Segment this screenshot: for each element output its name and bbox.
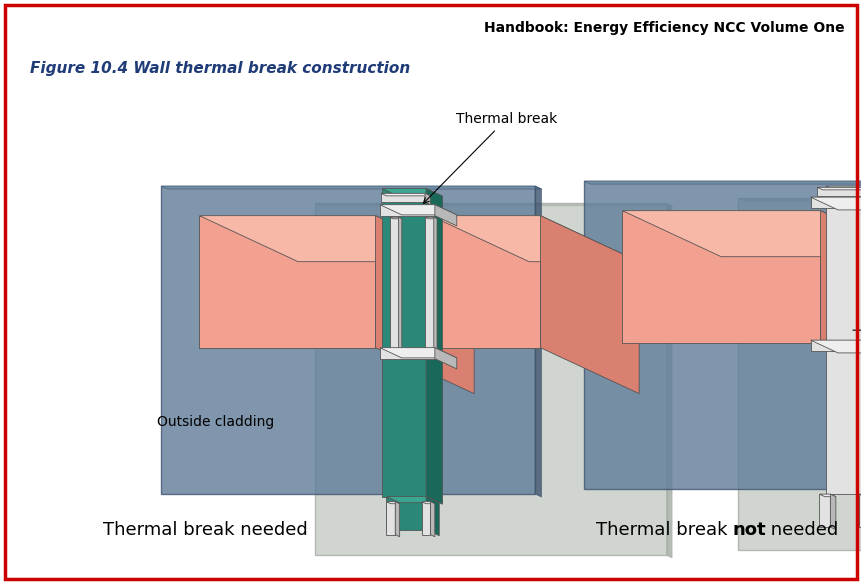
Text: Figure 10.4 Wall thermal break construction: Figure 10.4 Wall thermal break construct… — [30, 61, 410, 75]
Polygon shape — [540, 215, 638, 394]
Polygon shape — [314, 203, 672, 206]
Text: needed: needed — [764, 521, 837, 539]
Polygon shape — [809, 197, 861, 208]
Text: Thermal break needed: Thermal break needed — [102, 521, 307, 539]
Polygon shape — [535, 186, 541, 497]
Polygon shape — [825, 186, 861, 494]
Polygon shape — [737, 199, 861, 550]
Text: not: not — [732, 521, 765, 539]
Polygon shape — [809, 197, 861, 210]
Polygon shape — [583, 181, 861, 489]
Polygon shape — [314, 203, 666, 555]
Polygon shape — [389, 217, 398, 349]
Polygon shape — [816, 187, 861, 196]
Polygon shape — [425, 189, 442, 504]
Polygon shape — [737, 199, 861, 201]
Polygon shape — [161, 186, 535, 494]
Polygon shape — [380, 347, 434, 359]
Polygon shape — [825, 186, 861, 194]
Polygon shape — [398, 217, 401, 351]
Polygon shape — [386, 502, 400, 504]
Polygon shape — [809, 340, 861, 353]
Polygon shape — [161, 186, 541, 189]
Polygon shape — [421, 502, 430, 535]
Polygon shape — [816, 187, 861, 190]
Polygon shape — [809, 340, 861, 351]
Polygon shape — [199, 215, 474, 262]
Polygon shape — [819, 494, 835, 496]
Text: Outside cladding: Outside cladding — [157, 415, 274, 429]
Polygon shape — [819, 494, 829, 527]
Polygon shape — [433, 217, 437, 351]
Polygon shape — [421, 502, 434, 504]
Polygon shape — [424, 217, 437, 219]
Polygon shape — [395, 502, 400, 537]
Polygon shape — [820, 211, 861, 389]
Text: Thermal break: Thermal break — [423, 112, 556, 203]
Polygon shape — [425, 496, 439, 536]
Polygon shape — [380, 204, 434, 215]
Text: Thermal break: Thermal break — [595, 521, 732, 539]
Polygon shape — [622, 211, 820, 343]
Polygon shape — [583, 181, 861, 184]
Polygon shape — [434, 204, 456, 226]
Polygon shape — [424, 193, 430, 204]
Text: Handbook: Energy Efficiency NCC Volume One: Handbook: Energy Efficiency NCC Volume O… — [484, 21, 844, 35]
Polygon shape — [389, 217, 401, 219]
Polygon shape — [434, 347, 456, 369]
Polygon shape — [858, 494, 861, 496]
Text: Second member: Second member — [852, 323, 861, 337]
Polygon shape — [381, 193, 430, 196]
Polygon shape — [666, 203, 672, 558]
Polygon shape — [829, 494, 835, 530]
Polygon shape — [430, 502, 434, 537]
Polygon shape — [386, 496, 425, 530]
Polygon shape — [386, 502, 395, 535]
Polygon shape — [622, 211, 861, 257]
Polygon shape — [381, 189, 425, 496]
Polygon shape — [380, 204, 456, 215]
Polygon shape — [381, 189, 442, 196]
Polygon shape — [199, 215, 375, 347]
Polygon shape — [386, 496, 439, 503]
Polygon shape — [858, 494, 861, 527]
Polygon shape — [430, 215, 540, 347]
Polygon shape — [381, 193, 424, 202]
Polygon shape — [375, 215, 474, 394]
Polygon shape — [424, 217, 433, 349]
Polygon shape — [430, 215, 638, 262]
Polygon shape — [380, 347, 456, 358]
